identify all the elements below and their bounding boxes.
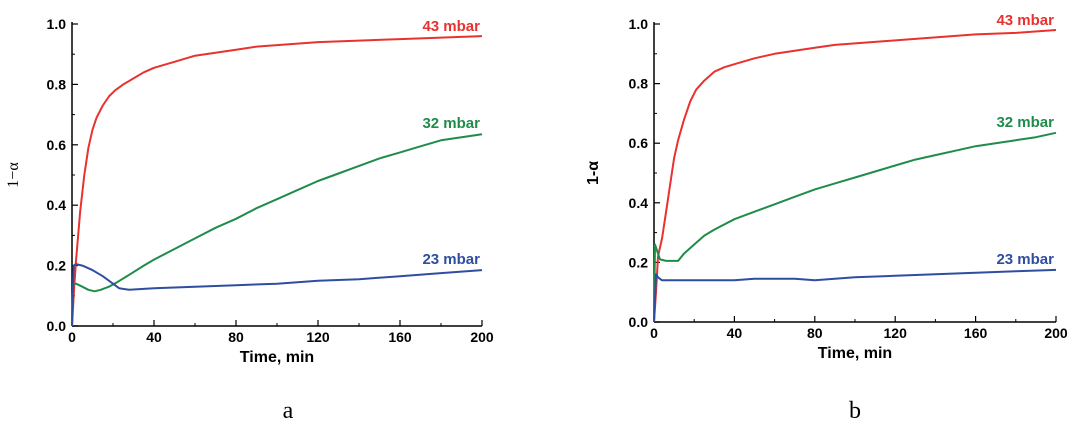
- x-tick-label: 200: [1044, 325, 1068, 341]
- series-label-32-mbar: 32 mbar: [996, 114, 1054, 131]
- y-tick-label: 0.2: [629, 254, 649, 270]
- y-axis-title: 1−α: [5, 162, 22, 188]
- y-tick-label: 0.8: [47, 76, 67, 92]
- series-line-43-mbar: [71, 35, 483, 327]
- x-tick-label: 160: [964, 325, 988, 341]
- series-label-43-mbar: 43 mbar: [996, 12, 1054, 29]
- x-axis-title: Time, min: [240, 349, 314, 366]
- y-tick-label: 0.6: [47, 137, 67, 153]
- y-tick-label: 0.8: [629, 76, 649, 92]
- x-tick-label: 0: [68, 329, 76, 345]
- series-line-32-mbar: [71, 133, 483, 327]
- y-tick-label: 0.6: [629, 135, 649, 151]
- y-axis-title: 1-α: [585, 161, 602, 185]
- x-tick-label: 40: [727, 325, 743, 341]
- series-label-32-mbar: 32 mbar: [422, 115, 480, 132]
- series-label-43-mbar: 43 mbar: [422, 18, 480, 35]
- y-tick-label: 0.4: [47, 197, 67, 213]
- series-label-23-mbar: 23 mbar: [422, 251, 480, 268]
- x-tick-label: 200: [470, 329, 494, 345]
- x-tick-label: 80: [228, 329, 244, 345]
- y-tick-label: 1.0: [47, 16, 67, 32]
- series-line-23-mbar: [653, 268, 1057, 323]
- x-tick-label: 40: [146, 329, 162, 345]
- series-line-23-mbar: [71, 263, 483, 327]
- x-tick-label: 120: [884, 325, 908, 341]
- panel-letter: b: [849, 398, 861, 424]
- x-axis-title: Time, min: [818, 345, 892, 362]
- chart-panel-b: 0 40 80 120 160 200 0.0 0.2 0.4 0.6 0.8 1.0 Time, mi…: [585, 12, 1068, 424]
- chart-panel-a: 0 40 80 120 160 200 0.0 0.2 0.4 0.6 0.8 1.0 Time, mi…: [5, 16, 494, 424]
- panel-letter: a: [283, 398, 294, 424]
- y-tick-label: 0.4: [629, 195, 649, 211]
- x-tick-label: 80: [807, 325, 823, 341]
- x-tick-label: 120: [306, 329, 330, 345]
- series-label-23-mbar: 23 mbar: [996, 251, 1054, 268]
- series-line-32-mbar: [653, 131, 1057, 323]
- y-tick-label: 0.2: [47, 258, 67, 274]
- y-tick-label: 1.0: [629, 16, 649, 32]
- y-tick-label: 0.0: [47, 318, 67, 334]
- x-tick-label: 0: [650, 325, 658, 341]
- y-tick-label: 0.0: [629, 314, 649, 330]
- x-tick-label: 160: [388, 329, 412, 345]
- series-line-43-mbar: [653, 29, 1057, 323]
